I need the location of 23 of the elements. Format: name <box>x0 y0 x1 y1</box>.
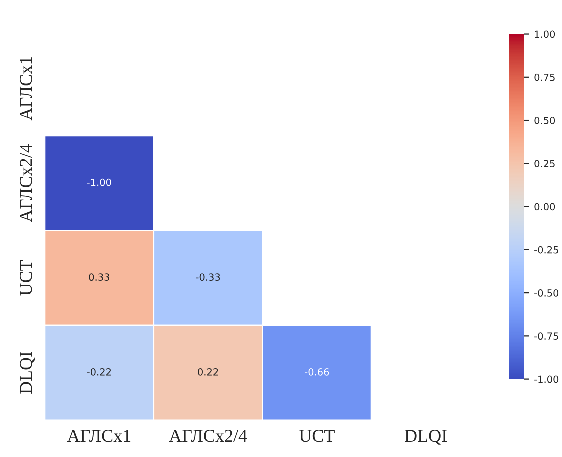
color-bar-label: 0.75 <box>534 74 555 82</box>
color-bar-label: 0.25 <box>534 160 555 168</box>
color-bar-label: 1.00 <box>535 30 556 38</box>
y-tick-label: UCT <box>20 260 32 296</box>
x-tick-label: АГЛСx2/4 <box>169 430 248 442</box>
y-tick-label: DLQI <box>20 352 36 394</box>
x-tick-label: АГЛСx1 <box>67 430 131 442</box>
color-bar-label: 0.50 <box>534 117 556 124</box>
color-bar-label: -1.00 <box>534 376 559 384</box>
data-label: -1.00 <box>87 178 112 186</box>
y-tick-label: АГЛСx1 <box>20 57 32 121</box>
color-bar-label: -0.25 <box>534 246 558 254</box>
y-tick-label: АГЛСx2/4 <box>20 144 32 222</box>
data-label: 0.33 <box>89 274 110 282</box>
color-bar-label: -0.50 <box>534 290 559 297</box>
data-label: -0.22 <box>87 368 112 376</box>
data-label: -0.66 <box>305 368 330 376</box>
data-label: -0.33 <box>196 274 220 282</box>
x-tick-label: DLQI <box>405 430 447 445</box>
x-tick-label: UCT <box>300 430 335 442</box>
color-bar-label: 0.00 <box>534 203 556 211</box>
color-bar-label: -0.75 <box>534 332 558 340</box>
data-label: 0.22 <box>198 368 218 376</box>
